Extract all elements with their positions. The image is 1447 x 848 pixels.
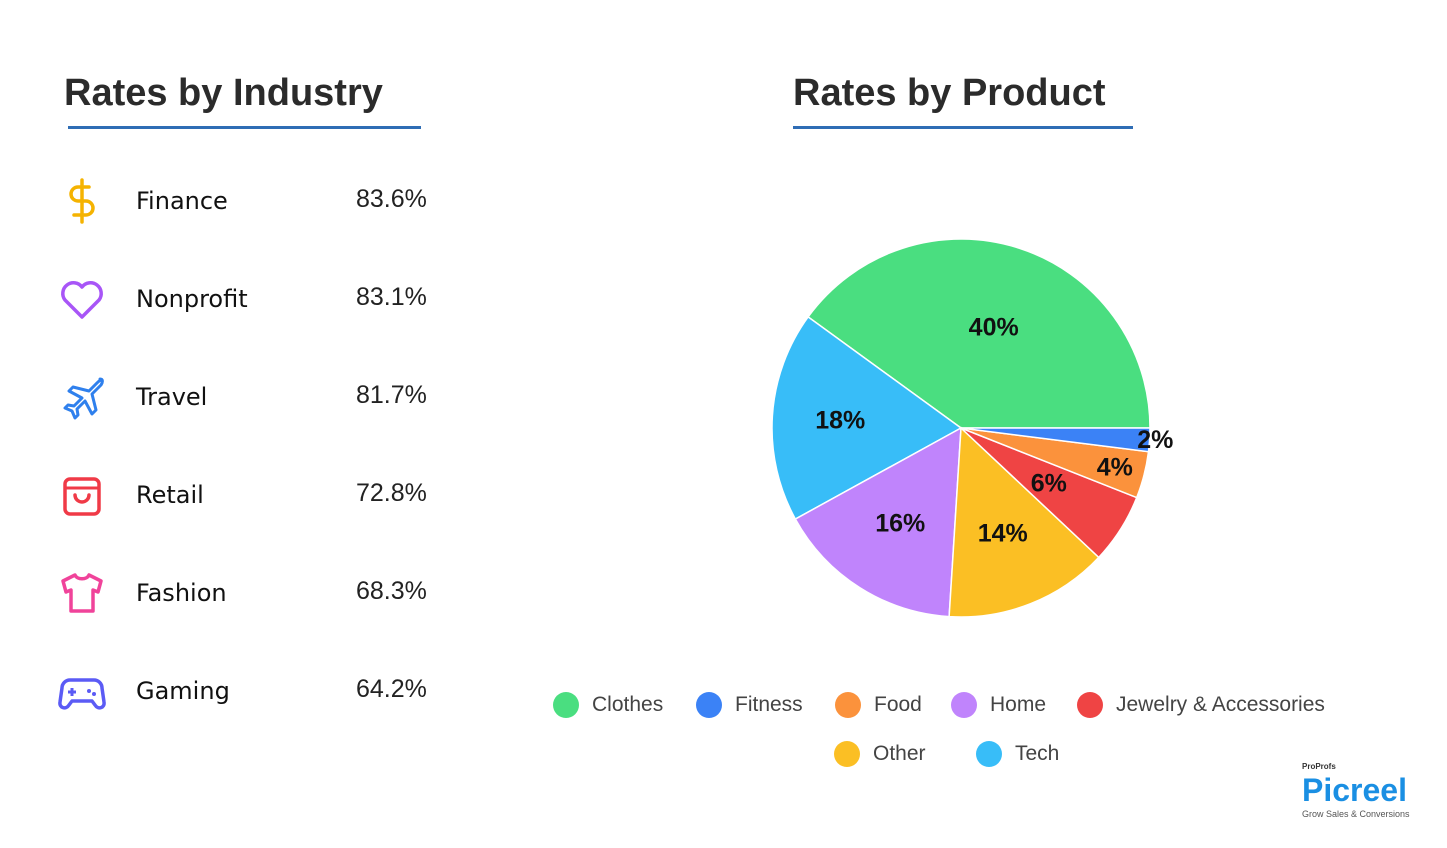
airplane-icon <box>63 377 104 420</box>
pie-slice-tech <box>771 315 963 521</box>
industry-name: Retail <box>136 481 204 509</box>
pie-label: 6% <box>1031 470 1067 498</box>
industry-value: 68.3% <box>356 577 427 605</box>
industry-title: Rates by Industry <box>64 72 383 114</box>
legend-item[interactable]: Fitness <box>696 692 803 718</box>
legend-swatch <box>553 692 579 718</box>
legend-item[interactable]: Jewelry & Accessories <box>1077 692 1325 718</box>
industry-value: 72.8% <box>356 479 427 507</box>
logo-name: Picreel <box>1302 772 1407 808</box>
industry-name: Gaming <box>136 677 230 705</box>
pie-label: 16% <box>875 510 925 538</box>
product-title-underline <box>793 126 1133 129</box>
heart-icon <box>61 281 103 319</box>
pie-slice-home <box>794 426 962 618</box>
legend-label: Clothes <box>592 693 664 716</box>
legend-swatch <box>1077 692 1103 718</box>
pie-label: 18% <box>815 406 865 434</box>
pie-slice-clothes <box>807 238 1151 429</box>
legend-item[interactable]: Clothes <box>553 692 663 718</box>
industry-value: 64.2% <box>356 675 427 703</box>
industry-name: Fashion <box>136 579 227 607</box>
industry-row-fashion: Fashion 68.3% <box>56 567 436 617</box>
pie-slice-fitness <box>960 427 1151 453</box>
industry-row-retail: Retail 72.8% <box>56 469 436 519</box>
industry-value: 81.7% <box>356 381 427 409</box>
industry-title-underline <box>68 126 421 129</box>
legend-swatch <box>696 692 722 718</box>
legend-item[interactable]: Tech <box>976 741 1059 767</box>
legend-swatch <box>834 741 860 767</box>
industry-name: Travel <box>136 383 208 411</box>
legend-label: Fitness <box>735 693 803 716</box>
legend-label: Tech <box>1015 742 1060 765</box>
industry-row-travel: Travel 81.7% <box>56 371 436 421</box>
gamepad-icon <box>58 678 106 710</box>
legend-label: Food <box>874 693 922 716</box>
dollar-icon <box>69 178 95 224</box>
industry-name: Finance <box>136 187 228 215</box>
pie-slice-other <box>948 426 1100 618</box>
pie-label: 40% <box>969 313 1019 341</box>
product-title: Rates by Product <box>793 72 1106 114</box>
industry-row-finance: Finance 83.6% <box>56 175 436 225</box>
tshirt-icon <box>61 573 103 613</box>
legend-label: Jewelry & Accessories <box>1116 693 1325 716</box>
picreel-logo: ProProfs Picreel Grow Sales & Conversion… <box>1302 762 1410 820</box>
legend-swatch <box>951 692 977 718</box>
legend-label: Other <box>873 742 926 765</box>
industry-value: 83.6% <box>356 185 427 213</box>
legend-label: Home <box>990 693 1047 716</box>
logo-tagline: Grow Sales & Conversions <box>1302 809 1410 819</box>
legend-swatch <box>835 692 861 718</box>
legend-swatch <box>976 741 1002 767</box>
legend-item[interactable]: Home <box>951 692 1046 718</box>
shopping-bag-icon <box>63 477 101 516</box>
pie-label: 14% <box>978 519 1028 547</box>
industry-value: 83.1% <box>356 283 427 311</box>
logo-brand: ProProfs <box>1302 762 1336 771</box>
industry-name: Nonprofit <box>136 285 248 313</box>
legend-item[interactable]: Food <box>835 692 922 718</box>
industry-row-gaming: Gaming 64.2% <box>56 665 436 715</box>
industry-row-nonprofit: Nonprofit 83.1% <box>56 273 436 323</box>
pie-label: 2% <box>1137 426 1173 454</box>
pie-label: 4% <box>1097 453 1133 481</box>
legend-item[interactable]: Other <box>834 741 926 767</box>
